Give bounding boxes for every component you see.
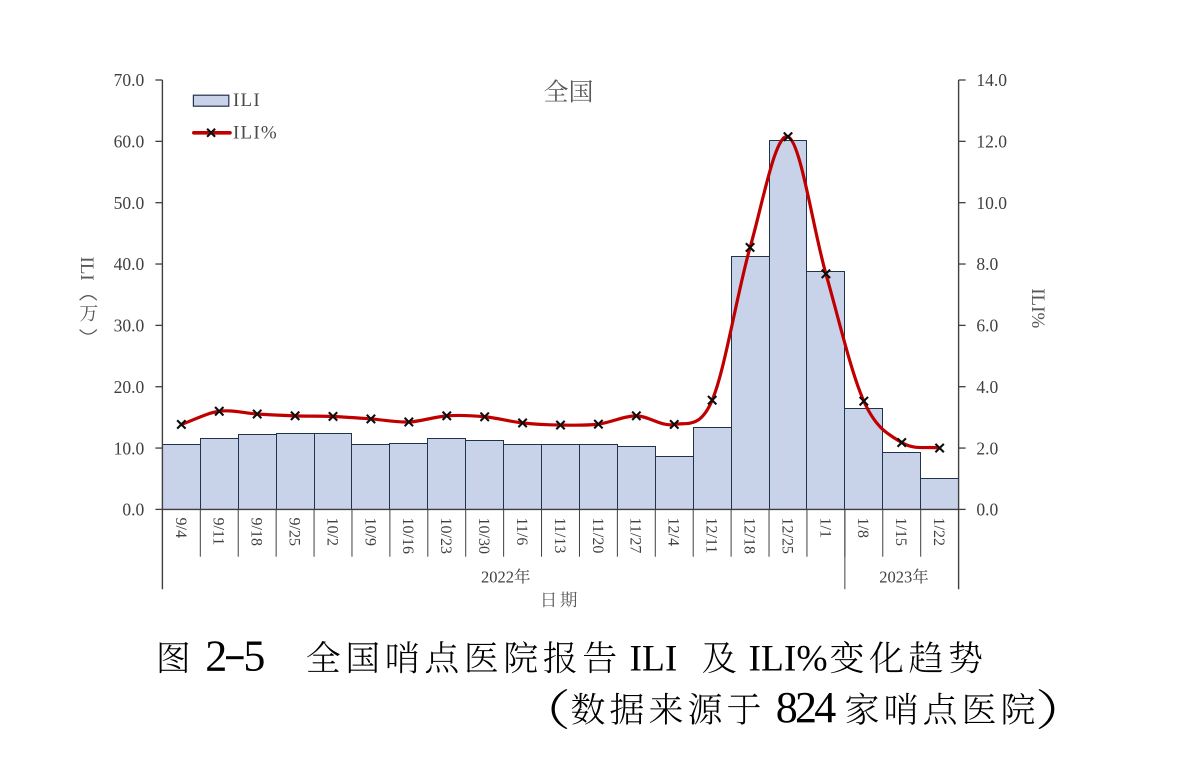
svg-text:ILI: ILI [630,639,678,680]
svg-text:1/22: 1/22 [930,518,947,546]
svg-text:40.0: 40.0 [114,254,145,274]
svg-text:824: 824 [776,683,836,732]
svg-text:10.0: 10.0 [976,193,1007,213]
svg-text:11/20: 11/20 [589,518,606,554]
svg-text:60.0: 60.0 [114,132,145,152]
svg-text:2: 2 [205,632,227,681]
svg-text:2.0: 2.0 [976,438,998,458]
svg-text:12/18: 12/18 [740,518,757,554]
svg-text:9/18: 9/18 [248,518,265,546]
svg-text:14.0: 14.0 [976,70,1007,90]
svg-text:ILI%: ILI% [1027,288,1048,328]
svg-text:12.0: 12.0 [976,132,1007,152]
svg-text:30.0: 30.0 [114,316,145,336]
svg-text:0.0: 0.0 [122,500,144,520]
svg-text:10.0: 10.0 [114,438,145,458]
svg-text:10/9: 10/9 [361,518,378,546]
svg-text:1/15: 1/15 [892,518,909,546]
svg-text:11/27: 11/27 [627,518,644,554]
svg-text:ILI: ILI [76,257,97,281]
svg-text:1/1: 1/1 [816,518,833,538]
svg-text:2023: 2023 [879,568,912,587]
svg-text:5: 5 [243,632,265,681]
svg-text:10/16: 10/16 [399,518,416,554]
svg-text:ILI%: ILI% [749,639,828,680]
svg-text:1/8: 1/8 [854,518,871,538]
svg-text:20.0: 20.0 [114,377,145,397]
svg-text:70.0: 70.0 [114,70,145,90]
svg-text:8.0: 8.0 [976,254,998,274]
svg-text:ILI%: ILI% [233,122,278,143]
svg-text:10/30: 10/30 [475,518,492,554]
svg-text:12/25: 12/25 [778,518,795,554]
svg-text:0.0: 0.0 [976,500,998,520]
svg-text:6.0: 6.0 [976,316,998,336]
svg-text:50.0: 50.0 [114,193,145,213]
svg-text:9/11: 9/11 [210,518,227,546]
svg-text:9/25: 9/25 [286,518,303,546]
svg-text:4.0: 4.0 [976,377,998,397]
svg-text:11/13: 11/13 [551,518,568,554]
svg-text:10/2: 10/2 [323,518,340,546]
svg-text:9/4: 9/4 [172,518,189,538]
svg-text:10/23: 10/23 [437,518,454,554]
svg-text:11/6: 11/6 [513,518,530,546]
svg-text:12/11: 12/11 [703,518,720,554]
svg-text:ILI: ILI [233,90,261,111]
svg-text:12/4: 12/4 [665,518,682,546]
svg-text:2022: 2022 [481,568,514,587]
